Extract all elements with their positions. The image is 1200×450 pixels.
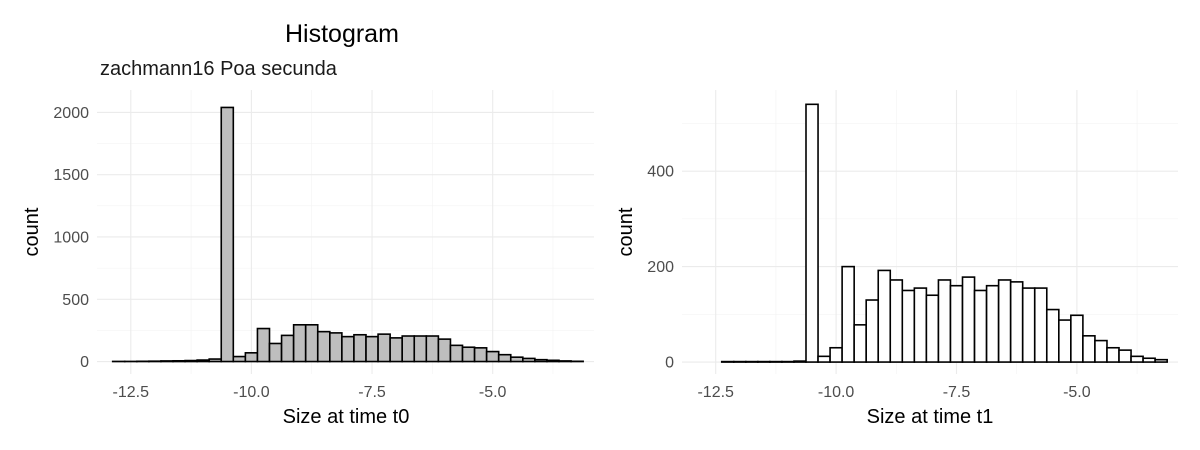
histogram-bar: [220, 106, 235, 363]
y-axis-ticks: 0 500 1000 1500 2000: [53, 105, 89, 371]
y-tick-label: 400: [647, 164, 674, 181]
histogram-bar: [497, 353, 512, 363]
histogram-bar: [401, 335, 416, 363]
histogram-bar: [925, 294, 940, 363]
histogram-bar: [280, 334, 295, 363]
histogram-bar: [1106, 346, 1120, 363]
histogram-bar: [160, 360, 174, 363]
histogram-bar: [865, 299, 880, 363]
histogram-bar: [304, 323, 319, 363]
histogram-bar: [377, 333, 391, 363]
y-tick-label: 1000: [53, 229, 89, 246]
histogram-bar: [208, 358, 223, 363]
histogram-bar: [937, 279, 952, 363]
panel-bars: [111, 106, 584, 363]
histogram-bar: [256, 327, 271, 363]
histogram-bar: [817, 355, 831, 363]
histogram-bar: [292, 323, 307, 363]
histogram-bar: [1021, 287, 1036, 363]
histogram-bar: [232, 355, 247, 363]
x-tick-label: -7.5: [943, 384, 971, 401]
histogram-bar: [829, 346, 843, 363]
y-axis-title: count: [615, 207, 637, 256]
histogram-bar: [961, 276, 976, 363]
y-tick-label: 0: [80, 354, 89, 371]
histogram-bar: [973, 289, 988, 363]
x-axis-title: Size at time t1: [867, 406, 994, 428]
y-axis-title: count: [21, 207, 43, 256]
histogram-bar: [877, 269, 892, 363]
y-tick-label: 2000: [53, 105, 89, 122]
x-tick-label: -12.5: [697, 384, 734, 401]
histogram-bar: [172, 359, 186, 363]
histogram-bar: [805, 103, 819, 363]
histogram-bar: [341, 335, 355, 363]
y-tick-label: 1500: [53, 167, 89, 184]
histogram-bar: [1094, 339, 1108, 363]
histogram-bar: [509, 356, 524, 363]
x-tick-label: -7.5: [358, 384, 386, 401]
histogram-bar: [1033, 287, 1048, 363]
x-tick-label: -5.0: [1063, 384, 1091, 401]
y-tick-label: 500: [62, 292, 89, 309]
histogram-bar: [1142, 357, 1156, 363]
histogram-bar: [1154, 358, 1168, 363]
histogram-bar: [485, 350, 500, 363]
histogram-bar: [949, 284, 964, 363]
histogram-bar: [353, 333, 367, 363]
x-tick-label: -10.0: [818, 384, 855, 401]
histogram-bar: [1082, 335, 1096, 363]
histogram-bar: [413, 335, 428, 363]
histogram-bar: [534, 358, 548, 363]
x-axis-ticks: -12.5 -10.0 -7.5 -5.0: [697, 384, 1090, 401]
x-tick-label: -12.5: [113, 384, 150, 401]
histogram-bar: [389, 337, 403, 363]
histogram-bar: [1058, 319, 1072, 363]
histogram-bar: [1130, 355, 1144, 363]
histogram-bar: [461, 346, 476, 363]
histogram-bar: [449, 344, 464, 363]
histogram-bar: [329, 332, 343, 363]
histogram-bar: [913, 287, 928, 363]
histogram-bar: [1045, 308, 1060, 363]
histogram-bar: [268, 342, 283, 363]
histogram-bar: [546, 359, 560, 363]
histogram-bar: [1009, 281, 1024, 363]
histogram-bar: [1118, 349, 1132, 363]
x-tick-label: -5.0: [479, 384, 507, 401]
histogram-bar: [196, 359, 210, 363]
histogram-bar: [316, 330, 331, 363]
panel-grid: [97, 90, 594, 374]
histogram-bar: [901, 289, 916, 363]
histogram-bar: [841, 265, 855, 363]
histogram-bar: [522, 357, 536, 363]
histogram-panel-t0: 0 500 1000 1500 2000 -12.5 -10.0 -7.5 -5.0 Size…: [21, 90, 594, 428]
x-tick-label: -10.0: [233, 384, 270, 401]
histogram-panel-t1: 0 200 400 -12.5 -10.0 -7.5 -5.0 Size at time …: [615, 90, 1178, 428]
chart-title: Histogram: [285, 20, 399, 48]
histogram-bar: [853, 324, 867, 363]
histogram-bar: [985, 284, 1000, 363]
histogram-bar: [244, 352, 259, 363]
histogram-bar: [184, 359, 198, 363]
y-tick-label: 0: [665, 355, 674, 372]
histogram-bar: [425, 335, 440, 363]
histogram-bar: [365, 335, 379, 363]
histogram-bar: [473, 347, 488, 363]
histogram-bar: [997, 279, 1012, 363]
panel-bars: [720, 103, 1168, 363]
x-axis-ticks: -12.5 -10.0 -7.5 -5.0: [113, 384, 507, 401]
histogram-bar: [889, 279, 904, 363]
y-axis-ticks: 0 200 400: [647, 164, 674, 372]
chart-subtitle: zachmann16 Poa secunda: [100, 58, 338, 80]
histogram-bar: [558, 360, 572, 363]
y-tick-label: 200: [647, 259, 674, 276]
histogram-bar: [1070, 314, 1084, 363]
histogram-bar: [437, 338, 452, 363]
x-axis-title: Size at time t0: [283, 406, 410, 428]
histogram-bar: [793, 360, 807, 363]
